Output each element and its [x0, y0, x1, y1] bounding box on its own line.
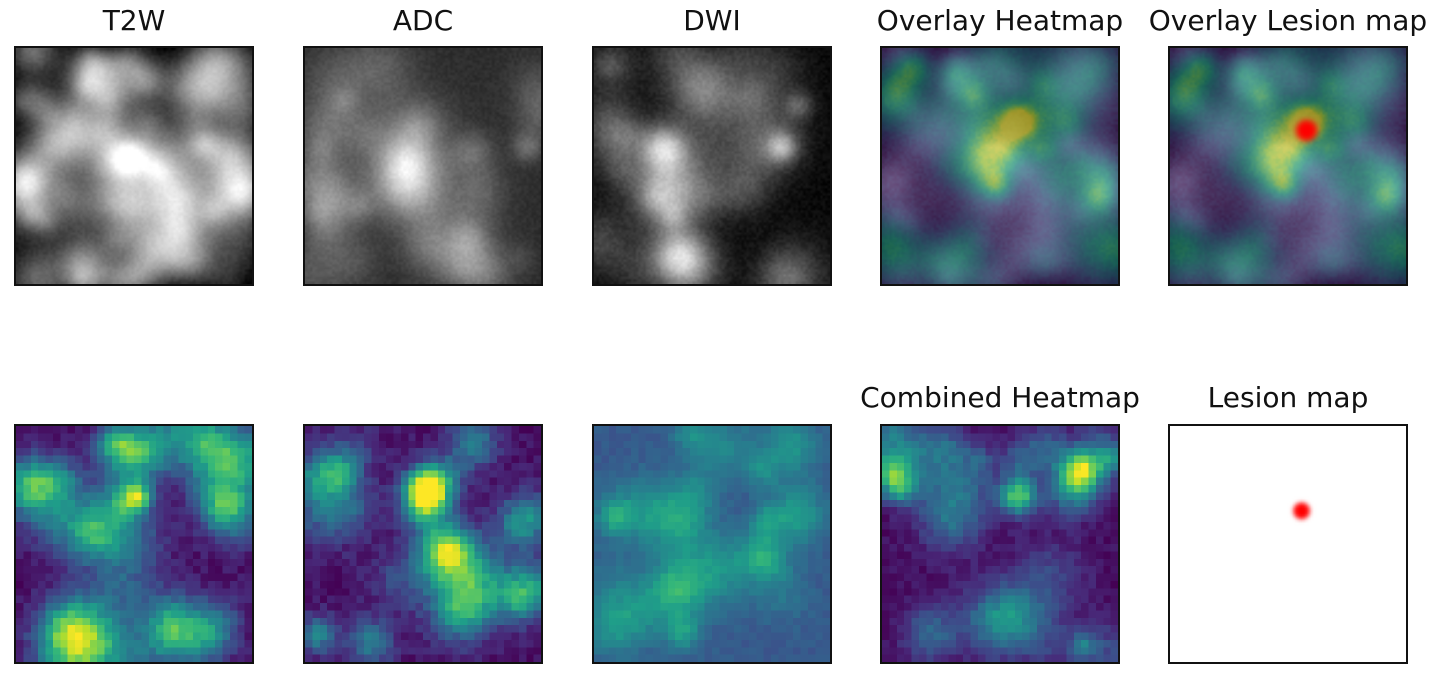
- lesion-map-image: [1168, 424, 1408, 664]
- adc-canvas: [305, 48, 541, 284]
- dwi-heatmap-canvas: [594, 426, 830, 662]
- adc-image: [303, 46, 543, 286]
- dwi-heatmap-image: [592, 424, 832, 664]
- adc-heatmap-canvas: [305, 426, 541, 662]
- title-dwi: DWI: [683, 4, 741, 37]
- t2w-canvas: [16, 48, 252, 284]
- combined-heatmap-canvas: [882, 426, 1118, 662]
- overlay-heatmap-image: [880, 46, 1120, 286]
- title-adc: ADC: [392, 4, 454, 37]
- lesion-map-canvas: [1170, 426, 1406, 662]
- overlay-heatmap-canvas: [882, 48, 1118, 284]
- dwi-canvas: [594, 48, 830, 284]
- overlay-lesion-map-canvas: [1170, 48, 1406, 284]
- title-overlay-heatmap: Overlay Heatmap: [876, 4, 1124, 37]
- title-overlay-lesion-map: Overlay Lesion map: [1148, 4, 1428, 37]
- t2w-heatmap-canvas: [16, 426, 252, 662]
- adc-heatmap-image: [303, 424, 543, 664]
- title-lesion-map: Lesion map: [1207, 381, 1369, 414]
- overlay-lesion-map-image: [1168, 46, 1408, 286]
- title-combined-heatmap: Combined Heatmap: [860, 381, 1140, 414]
- dwi-image: [592, 46, 832, 286]
- t2w-image: [14, 46, 254, 286]
- combined-heatmap-image: [880, 424, 1120, 664]
- title-t2w: T2W: [102, 4, 166, 37]
- t2w-heatmap-image: [14, 424, 254, 664]
